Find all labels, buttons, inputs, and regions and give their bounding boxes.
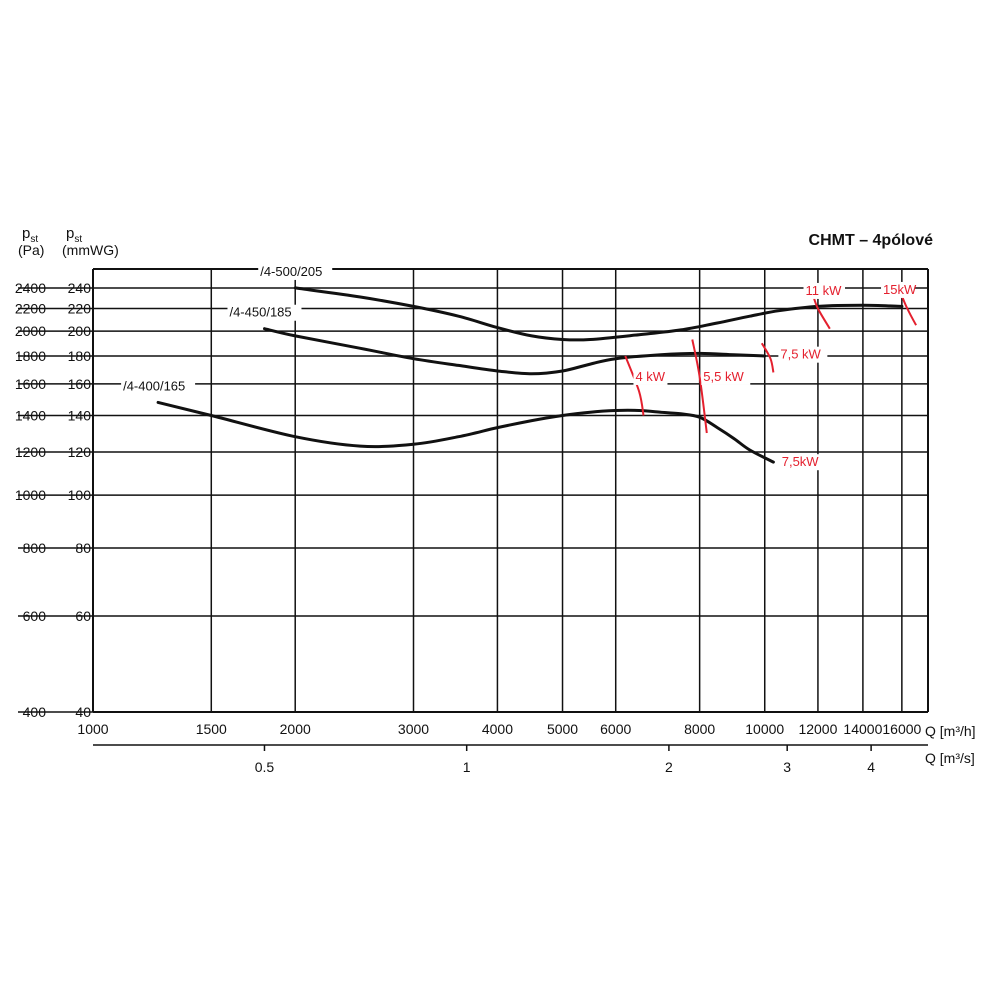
- x-tick-label: 8000: [684, 721, 715, 737]
- power-mark-line: [900, 295, 917, 326]
- series-label: /4-400/165: [123, 378, 185, 393]
- power-label-bg: [633, 368, 668, 385]
- y-right-tick-label: 220: [68, 301, 92, 317]
- x-tick-label: 3000: [398, 721, 429, 737]
- power-label: 7,5 kW: [780, 347, 821, 362]
- power-label-bg: [803, 282, 846, 299]
- power-mark-line: [624, 355, 645, 416]
- y-left-tick-label: 1400: [15, 408, 46, 424]
- y-left-tick-label: 800: [23, 540, 47, 556]
- y-right-tick-label: 100: [68, 487, 92, 503]
- y-left-tick-label: 2000: [15, 323, 46, 339]
- power-label-bg: [881, 281, 916, 298]
- y-left-axis-title: pst: [22, 225, 38, 245]
- series-label-bg: [227, 304, 302, 321]
- y-left-tick-label: 600: [23, 608, 47, 624]
- power-mark-line: [760, 342, 775, 373]
- y-left-tick-label: 400: [23, 704, 47, 720]
- y-left-axis-unit: (Pa): [18, 242, 44, 258]
- x-secondary-tick-label: 0.5: [255, 759, 275, 775]
- y-left-tick-label: 2400: [15, 280, 46, 296]
- y-left-tick-label: 1200: [15, 444, 46, 460]
- power-label: 5,5 kW: [703, 369, 744, 384]
- y-right-tick-label: 180: [68, 348, 92, 364]
- y-right-tick-label: 80: [75, 540, 91, 556]
- y-right-tick-label: 160: [68, 376, 92, 392]
- x-tick-label: 16000: [882, 721, 921, 737]
- power-mark-line: [691, 339, 708, 434]
- label-layer: 1000 1500 2000 3000 4000 5000 6000 8000 10000 120…: [15, 263, 922, 775]
- y-right-tick-label: 240: [68, 280, 92, 296]
- power-label: 4 kW: [635, 369, 665, 384]
- y-left-tick-label: 1600: [15, 376, 46, 392]
- power-mark-line: [812, 294, 831, 330]
- x-secondary-tick-label: 4: [867, 759, 875, 775]
- x-tick-label: 1000: [77, 721, 108, 737]
- x-top-axis-unit: Q [m³/h]: [925, 723, 976, 739]
- y-right-tick-label: 60: [75, 608, 91, 624]
- y-left-tick-label: 1800: [15, 348, 46, 364]
- grid-layer: [18, 268, 929, 751]
- y-right-axis-title: pst: [66, 225, 82, 245]
- series-line: [156, 400, 775, 464]
- x-tick-label: 1500: [196, 721, 227, 737]
- x-tick-label: 2000: [280, 721, 311, 737]
- power-label-bg: [778, 346, 828, 363]
- y-right-tick-label: 200: [68, 323, 92, 339]
- power-label: 11 kW: [806, 283, 843, 298]
- x-secondary-tick-label: 3: [783, 759, 791, 775]
- series-label-bg: [258, 263, 333, 280]
- x-tick-label: 6000: [600, 721, 631, 737]
- x-tick-label: 5000: [547, 721, 578, 737]
- series-label-bg: [121, 378, 196, 395]
- x-bottom-axis-unit: Q [m³/s]: [925, 750, 975, 766]
- y-right-tick-label: 40: [75, 704, 91, 720]
- y-right-axis-unit: (mmWG): [62, 242, 119, 258]
- series-label: /4-450/185: [229, 305, 291, 320]
- x-tick-label: 10000: [745, 721, 784, 737]
- y-left-tick-label: 1000: [15, 487, 46, 503]
- y-right-tick-label: 140: [68, 408, 92, 424]
- x-secondary-tick-label: 2: [665, 759, 673, 775]
- power-label: 15kW: [883, 282, 917, 297]
- y-left-tick-label: 2200: [15, 301, 46, 317]
- chart-title: CHMT – 4pólové: [809, 232, 934, 249]
- x-tick-label: 4000: [482, 721, 513, 737]
- series-line: [293, 286, 904, 342]
- x-tick-label: 14000: [843, 721, 882, 737]
- series-line: [263, 327, 767, 376]
- power-label: 7,5kW: [782, 454, 820, 469]
- power-label-bg: [779, 454, 822, 471]
- x-tick-label: 12000: [798, 721, 837, 737]
- x-secondary-tick-label: 1: [463, 759, 471, 775]
- power-label-bg: [701, 368, 751, 385]
- series-label: /4-500/205: [260, 264, 322, 279]
- y-right-tick-label: 120: [68, 444, 92, 460]
